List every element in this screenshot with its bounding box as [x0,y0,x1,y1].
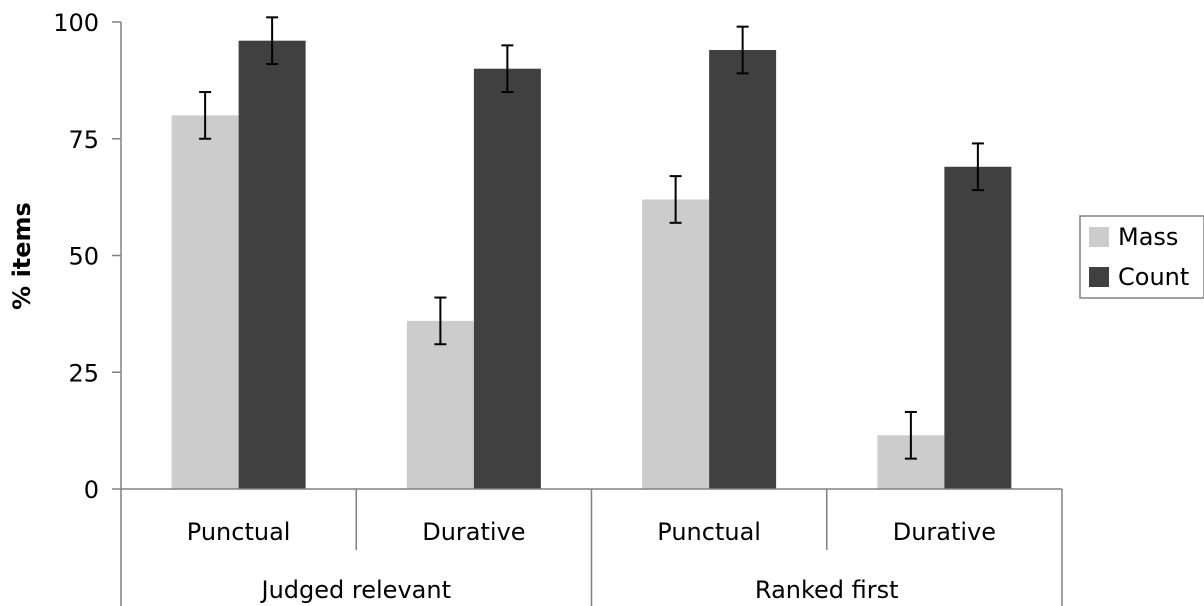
error-bar [736,25,749,75]
x-category-label: Durative [893,518,996,546]
error-bar [266,16,279,66]
x-category-label: Punctual [187,518,291,546]
bar-count [944,166,1012,489]
error-bar [199,91,212,140]
bar-mass [406,320,474,489]
bar-mass [642,199,710,489]
bar-count [238,40,306,490]
error-bar [669,175,682,224]
bar-mass [171,115,239,490]
legend-label-count: Count [1118,263,1189,291]
x-category-label: Durative [422,518,525,546]
axes: 0 25 50 75 100 Punctual Durative Punctual Durati… [53,9,1063,606]
legend: Mass Count [1079,215,1204,299]
x-group-label: Ranked first [755,576,899,604]
plot-area [171,16,1012,490]
error-bar [904,410,917,460]
y-tick-label: 0 [84,476,99,504]
error-bar [971,142,984,192]
y-axis-label: % items [8,202,36,310]
legend-swatch-mass [1089,227,1109,247]
y-tick-label: 50 [68,243,99,271]
y-tick-label: 75 [68,126,99,154]
error-bar [501,44,514,94]
y-tick-label: 100 [53,9,99,37]
legend-label-mass: Mass [1118,223,1178,251]
error-bar [434,296,447,346]
x-category-label: Punctual [657,518,761,546]
legend-swatch-count [1089,267,1109,287]
bar-count [709,50,777,490]
y-tick-label: 25 [68,359,99,387]
x-group-label: Judged relevant [260,576,451,604]
bar-count [473,68,541,489]
